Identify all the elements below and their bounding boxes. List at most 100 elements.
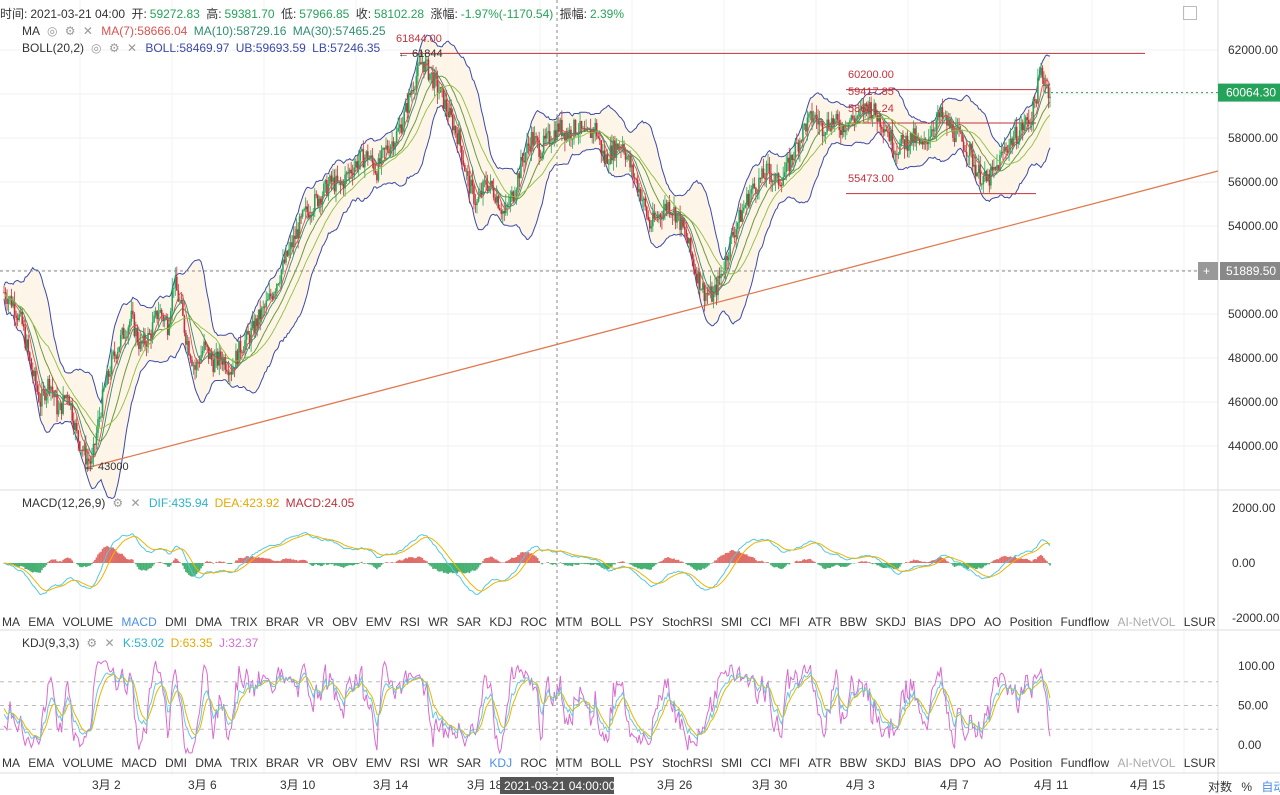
tab-cci[interactable]: CCI [750, 615, 771, 629]
tab-position[interactable]: Position [1010, 756, 1053, 770]
eye-gear-close-icon[interactable]: ◎ ⚙ ✕ [47, 24, 95, 38]
gear-close-icon[interactable]: ⚙ ✕ [86, 636, 116, 650]
tab-skdj[interactable]: SKDJ [875, 756, 906, 770]
tab-fundflow[interactable]: Fundflow [1061, 615, 1110, 629]
tab-kdj[interactable]: KDJ [489, 756, 512, 770]
tab-obv[interactable]: OBV [332, 756, 357, 770]
tab-lsur[interactable]: LSUR [1184, 756, 1216, 770]
candle-body [137, 328, 139, 342]
tab-roc[interactable]: ROC [520, 756, 547, 770]
tab-sar[interactable]: SAR [457, 756, 482, 770]
tab-mfi[interactable]: MFI [779, 615, 800, 629]
candle-body [1022, 123, 1024, 130]
tab-position[interactable]: Position [1010, 615, 1053, 629]
candle-body [391, 141, 393, 146]
tab-emv[interactable]: EMV [366, 756, 392, 770]
tab-boll[interactable]: BOLL [591, 615, 622, 629]
tab-dmi[interactable]: DMI [165, 615, 187, 629]
tab-bias[interactable]: BIAS [914, 756, 941, 770]
tab-psy[interactable]: PSY [630, 756, 654, 770]
macd-bar [322, 563, 324, 566]
tab-volume[interactable]: VOLUME [62, 756, 113, 770]
tab-dma[interactable]: DMA [195, 615, 222, 629]
candle-body [963, 141, 965, 150]
kdj-tick: 0.00 [1238, 738, 1262, 752]
macd-bar [807, 559, 809, 563]
macd-bar [722, 555, 724, 563]
tab-atr[interactable]: ATR [808, 615, 831, 629]
tab-ema[interactable]: EMA [28, 615, 54, 629]
tab-mfi[interactable]: MFI [779, 756, 800, 770]
tab-mtm[interactable]: MTM [555, 615, 582, 629]
tab-ai-netvol[interactable]: AI-NetVOL [1117, 756, 1175, 770]
tab-atr[interactable]: ATR [808, 756, 831, 770]
tab-volume[interactable]: VOLUME [62, 615, 113, 629]
tab-brar[interactable]: BRAR [266, 756, 299, 770]
candle-body [550, 144, 552, 145]
date-tick: 4月 15 [1130, 778, 1166, 792]
tab-wr[interactable]: WR [428, 756, 448, 770]
tab-skdj[interactable]: SKDJ [875, 615, 906, 629]
macd-bar [670, 558, 672, 563]
tab-bbw[interactable]: BBW [840, 615, 867, 629]
tab-lsur[interactable]: LSUR [1184, 615, 1216, 629]
tab-bbw[interactable]: BBW [840, 756, 867, 770]
auto-toggle[interactable]: 自动 [1261, 780, 1280, 794]
tab-psy[interactable]: PSY [630, 615, 654, 629]
tab-wr[interactable]: WR [428, 615, 448, 629]
tab-roc[interactable]: ROC [520, 615, 547, 629]
tab-ai-netvol[interactable]: AI-NetVOL [1117, 615, 1175, 629]
macd-bar [896, 563, 898, 569]
tab-ma[interactable]: MA [2, 756, 20, 770]
gear-close-icon[interactable]: ⚙ ✕ [112, 496, 142, 510]
tab-stochrsi[interactable]: StochRSI [662, 756, 713, 770]
macd-bar [170, 563, 172, 565]
tab-dma[interactable]: DMA [195, 756, 222, 770]
tab-rsi[interactable]: RSI [400, 615, 420, 629]
tab-brar[interactable]: BRAR [266, 615, 299, 629]
tab-ao[interactable]: AO [984, 756, 1001, 770]
macd-bar [898, 563, 900, 568]
tab-obv[interactable]: OBV [332, 615, 357, 629]
tab-kdj[interactable]: KDJ [489, 615, 512, 629]
tab-dpo[interactable]: DPO [950, 615, 976, 629]
candle-body [667, 202, 669, 210]
eye-gear-close-icon[interactable]: ◎ ⚙ ✕ [91, 41, 139, 55]
macd-bar [478, 563, 480, 567]
tab-rsi[interactable]: RSI [400, 756, 420, 770]
candle-body [59, 403, 61, 410]
tab-macd[interactable]: MACD [121, 615, 156, 629]
tab-ema[interactable]: EMA [28, 756, 54, 770]
tab-sar[interactable]: SAR [457, 615, 482, 629]
tab-bias[interactable]: BIAS [914, 615, 941, 629]
tab-emv[interactable]: EMV [366, 615, 392, 629]
tab-smi[interactable]: SMI [721, 756, 742, 770]
tab-trix[interactable]: TRIX [230, 615, 257, 629]
candle-body [202, 351, 204, 355]
macd-bar [62, 560, 64, 563]
candle-body [458, 130, 460, 144]
crosshair-price-label: 51889.50 [1226, 264, 1276, 278]
candle-body [526, 144, 528, 153]
tab-dmi[interactable]: DMI [165, 756, 187, 770]
j-line [4, 661, 1050, 753]
log-toggle[interactable]: 对数 [1208, 780, 1232, 794]
tab-fundflow[interactable]: Fundflow [1061, 756, 1110, 770]
candle-body [872, 115, 874, 118]
fullscreen-icon[interactable] [1183, 6, 1197, 20]
percent-toggle[interactable]: % [1241, 780, 1252, 794]
macd-bar [596, 563, 598, 565]
tab-cci[interactable]: CCI [750, 756, 771, 770]
tab-stochrsi[interactable]: StochRSI [662, 615, 713, 629]
tab-boll[interactable]: BOLL [591, 756, 622, 770]
tab-smi[interactable]: SMI [721, 615, 742, 629]
tab-macd[interactable]: MACD [121, 756, 156, 770]
tab-vr[interactable]: VR [307, 756, 324, 770]
tab-ao[interactable]: AO [984, 615, 1001, 629]
tab-vr[interactable]: VR [307, 615, 324, 629]
tab-ma[interactable]: MA [2, 615, 20, 629]
tab-trix[interactable]: TRIX [230, 756, 257, 770]
tab-dpo[interactable]: DPO [950, 756, 976, 770]
tab-mtm[interactable]: MTM [555, 756, 582, 770]
